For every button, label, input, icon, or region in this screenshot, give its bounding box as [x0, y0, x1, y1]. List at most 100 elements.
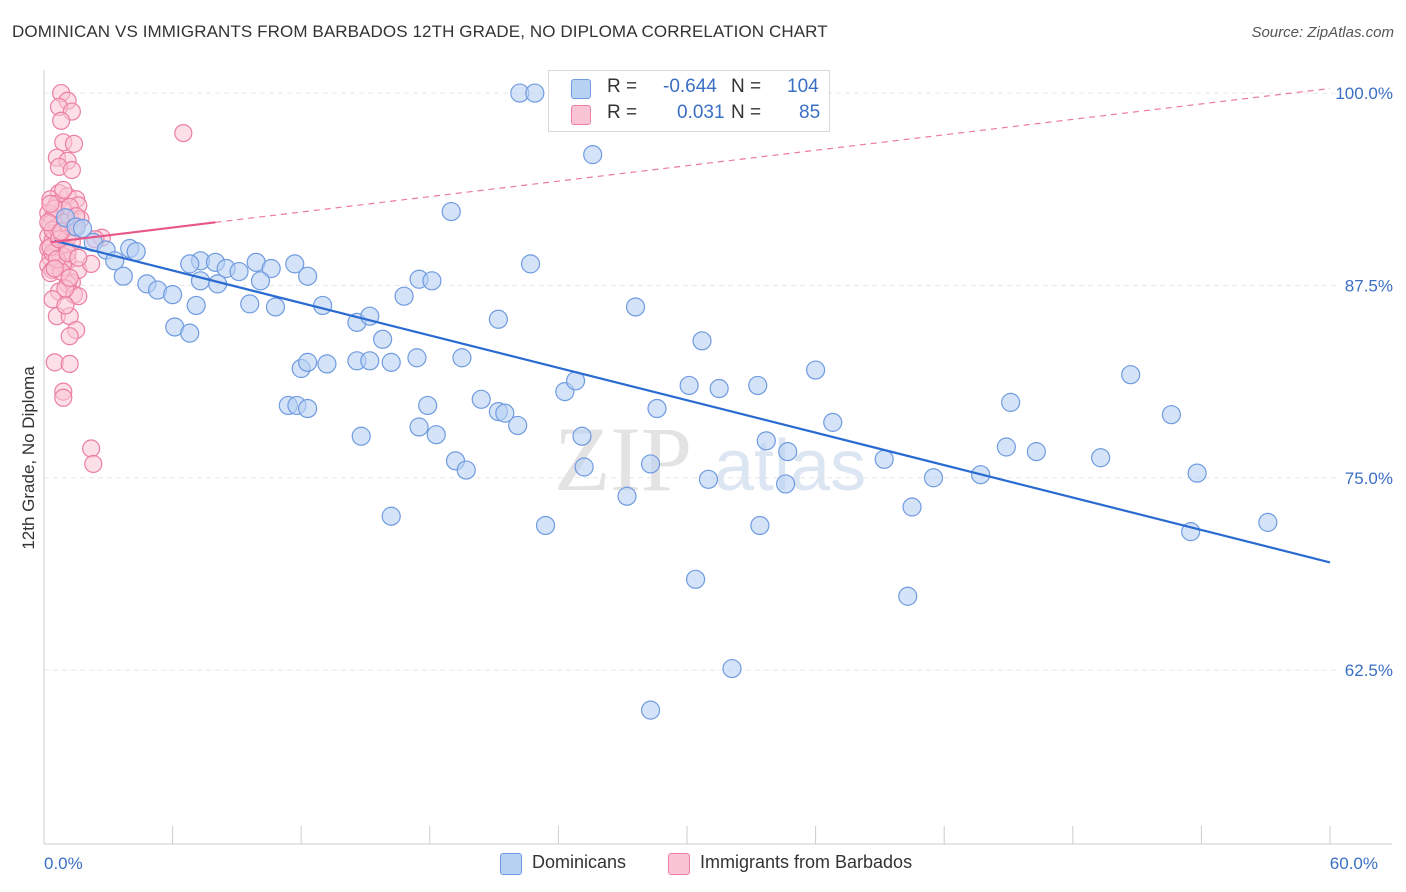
- barbados-point: [45, 353, 64, 372]
- dominican-point: [722, 658, 742, 679]
- dominican-point: [285, 254, 305, 274]
- dominican-point: [1026, 442, 1046, 462]
- dominican-point: [640, 454, 661, 474]
- dominican-point: [351, 426, 371, 446]
- dominican-point: [692, 331, 712, 351]
- dominican-point: [126, 241, 146, 262]
- dominican-point: [535, 515, 556, 536]
- dominican-point: [381, 506, 401, 526]
- dominican-point: [685, 569, 706, 589]
- barbados-point: [54, 180, 73, 200]
- dominican-point: [163, 285, 183, 305]
- dominican-point: [640, 700, 661, 720]
- dominican-point: [1187, 463, 1207, 483]
- dominican-point: [898, 586, 918, 606]
- barbados-trend-line: [50, 221, 216, 244]
- dominican-point: [298, 352, 318, 372]
- trend-lines: [50, 87, 1331, 564]
- bottom-legend-label-dominicans: Dominicans: [532, 852, 627, 872]
- watermark-atlas: atlas: [714, 426, 866, 506]
- dominican-point: [113, 266, 133, 286]
- legend-r-label: R =: [607, 76, 638, 97]
- dominican-point: [488, 309, 508, 329]
- dominican-trend-line: [54, 239, 1331, 564]
- dominican-point: [520, 254, 541, 274]
- barbados-point: [62, 160, 81, 180]
- legend-r-value-dominicans: -0.644: [663, 76, 717, 97]
- legend-n-value-dominicans: 104: [787, 76, 819, 97]
- dominican-point: [240, 294, 260, 314]
- dominican-point: [190, 271, 211, 291]
- legend-n-value-barbados: 85: [799, 102, 821, 123]
- dominican-point: [298, 266, 318, 286]
- legend-r-value-barbados: 0.031: [677, 102, 725, 123]
- dominican-point: [452, 348, 472, 368]
- dominican-point: [409, 417, 429, 437]
- y-axis-label: 12th Grade, No Diploma: [19, 366, 38, 550]
- legend-swatch-dominicans: [571, 79, 591, 99]
- chart-source: Source: ZipAtlas.com: [1251, 24, 1394, 41]
- dominican-point: [574, 457, 594, 477]
- barbados-point: [60, 354, 79, 374]
- dominican-point: [647, 398, 667, 419]
- barbados-point: [45, 259, 64, 278]
- dominican-point: [756, 431, 776, 451]
- barbados-trend-extension: [215, 87, 1331, 223]
- y-tick-label: 62.5%: [1345, 661, 1393, 680]
- dominican-point: [923, 468, 944, 488]
- barbados-point: [52, 111, 71, 130]
- dominican-point: [748, 375, 768, 396]
- dominican-point: [426, 425, 446, 445]
- dominican-point: [261, 258, 281, 279]
- y-tick-label: 87.5%: [1345, 276, 1393, 295]
- dominican-point: [381, 352, 401, 372]
- barbados-points: [39, 83, 193, 474]
- dominican-point: [186, 295, 206, 316]
- dominican-point: [617, 486, 637, 506]
- dominican-point: [625, 297, 646, 317]
- dominican-point: [180, 323, 200, 343]
- dominican-point: [679, 375, 699, 396]
- legend-r-label: R =: [607, 102, 638, 123]
- chart-title: DOMINICAN VS IMMIGRANTS FROM BARBADOS 12…: [12, 22, 828, 41]
- dominican-point: [1161, 405, 1181, 425]
- axes: 100.0% 87.5% 75.0% 62.5% 0.0% 60.0%: [43, 70, 1393, 873]
- bottom-legend-label-barbados: Immigrants from Barbados: [700, 852, 913, 872]
- dominican-point: [805, 360, 826, 380]
- barbados-point: [39, 213, 58, 232]
- dominican-point: [750, 515, 770, 536]
- barbados-point: [82, 439, 101, 458]
- dominican-point: [508, 415, 528, 436]
- dominican-point: [996, 437, 1016, 457]
- dominican-point: [1121, 365, 1141, 385]
- legend-n-label: N =: [731, 102, 762, 123]
- dominican-point: [1258, 512, 1278, 532]
- y-tick-label: 100.0%: [1335, 84, 1393, 103]
- barbados-point: [41, 194, 60, 213]
- dominican-point: [1091, 448, 1111, 468]
- legend-swatch-barbados: [571, 105, 591, 125]
- dominican-point: [572, 426, 592, 446]
- dominican-point: [373, 329, 393, 349]
- dominican-point: [902, 497, 922, 517]
- barbados-point: [56, 296, 75, 315]
- dominican-point: [495, 403, 515, 423]
- dominican-point: [407, 348, 427, 368]
- x-tick-label: 60.0%: [1330, 854, 1378, 873]
- dominican-point: [313, 295, 333, 316]
- correlation-legend: R = -0.644 N = 104 R = 0.031 N = 85: [548, 70, 830, 132]
- dominican-point: [418, 395, 438, 416]
- dominican-point: [394, 286, 414, 306]
- dominican-point: [180, 254, 200, 274]
- dominican-point: [360, 351, 380, 371]
- dominican-point: [229, 261, 249, 282]
- bottom-legend-swatch-dominicans: [500, 853, 522, 875]
- dominican-point: [317, 354, 337, 374]
- dominican-point: [471, 389, 491, 409]
- barbados-point: [54, 388, 73, 407]
- dominican-point: [265, 297, 286, 317]
- barbados-point: [84, 454, 103, 474]
- legend-n-label: N =: [731, 76, 762, 97]
- dominican-point: [583, 145, 603, 165]
